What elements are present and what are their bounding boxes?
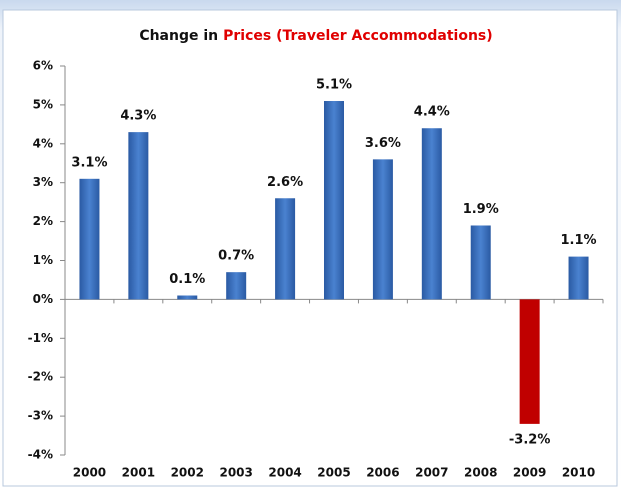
y-tick-label: 1% (33, 253, 53, 267)
bar (226, 272, 247, 300)
bar (177, 295, 198, 300)
y-tick-label: 6% (33, 59, 53, 73)
x-tick-label: 2008 (464, 466, 497, 480)
data-label: 3.6% (365, 136, 401, 151)
x-tick-label: 2010 (562, 466, 595, 480)
x-tick-label: 2001 (122, 466, 155, 480)
bar (470, 225, 491, 300)
x-tick-label: 2002 (171, 466, 204, 480)
y-tick-label: -4% (28, 448, 53, 462)
x-tick-label: 2000 (73, 466, 106, 480)
y-tick-label: 2% (33, 214, 53, 228)
bar (324, 101, 344, 300)
data-label: 5.1% (316, 78, 352, 93)
data-label: 4.4% (414, 105, 450, 120)
data-label: 1.9% (463, 202, 499, 217)
y-tick-label: -2% (28, 370, 53, 384)
x-tick-label: 2009 (513, 466, 546, 480)
data-label: 1.1% (561, 233, 597, 248)
x-tick-label: 2004 (268, 466, 301, 480)
x-tick-label: 2006 (366, 466, 399, 480)
y-tick-label: 5% (33, 97, 53, 111)
panel (2, 9, 618, 487)
x-tick-label: 2007 (415, 466, 448, 480)
bar (519, 299, 540, 424)
bar (79, 178, 100, 300)
y-tick-label: 0% (33, 292, 53, 306)
y-tick-label: -1% (28, 331, 53, 345)
bar (372, 159, 393, 300)
chart-title: Change in Prices (Traveler Accommodations… (139, 28, 492, 44)
x-tick-label: 2003 (219, 466, 252, 480)
y-tick-label: -3% (28, 409, 53, 423)
x-tick-label: 2005 (317, 466, 350, 480)
data-label: -3.2% (509, 432, 550, 447)
y-tick-label: 4% (33, 136, 53, 150)
data-label: 3.1% (71, 155, 107, 170)
bar (128, 132, 149, 300)
data-label: 4.3% (120, 109, 156, 124)
bar (421, 128, 442, 300)
data-label: 2.6% (267, 175, 303, 190)
y-tick-label: 3% (33, 175, 53, 189)
bar (275, 198, 296, 300)
data-label: 0.1% (169, 272, 205, 287)
bar (568, 256, 589, 300)
data-label: 0.7% (218, 249, 254, 264)
